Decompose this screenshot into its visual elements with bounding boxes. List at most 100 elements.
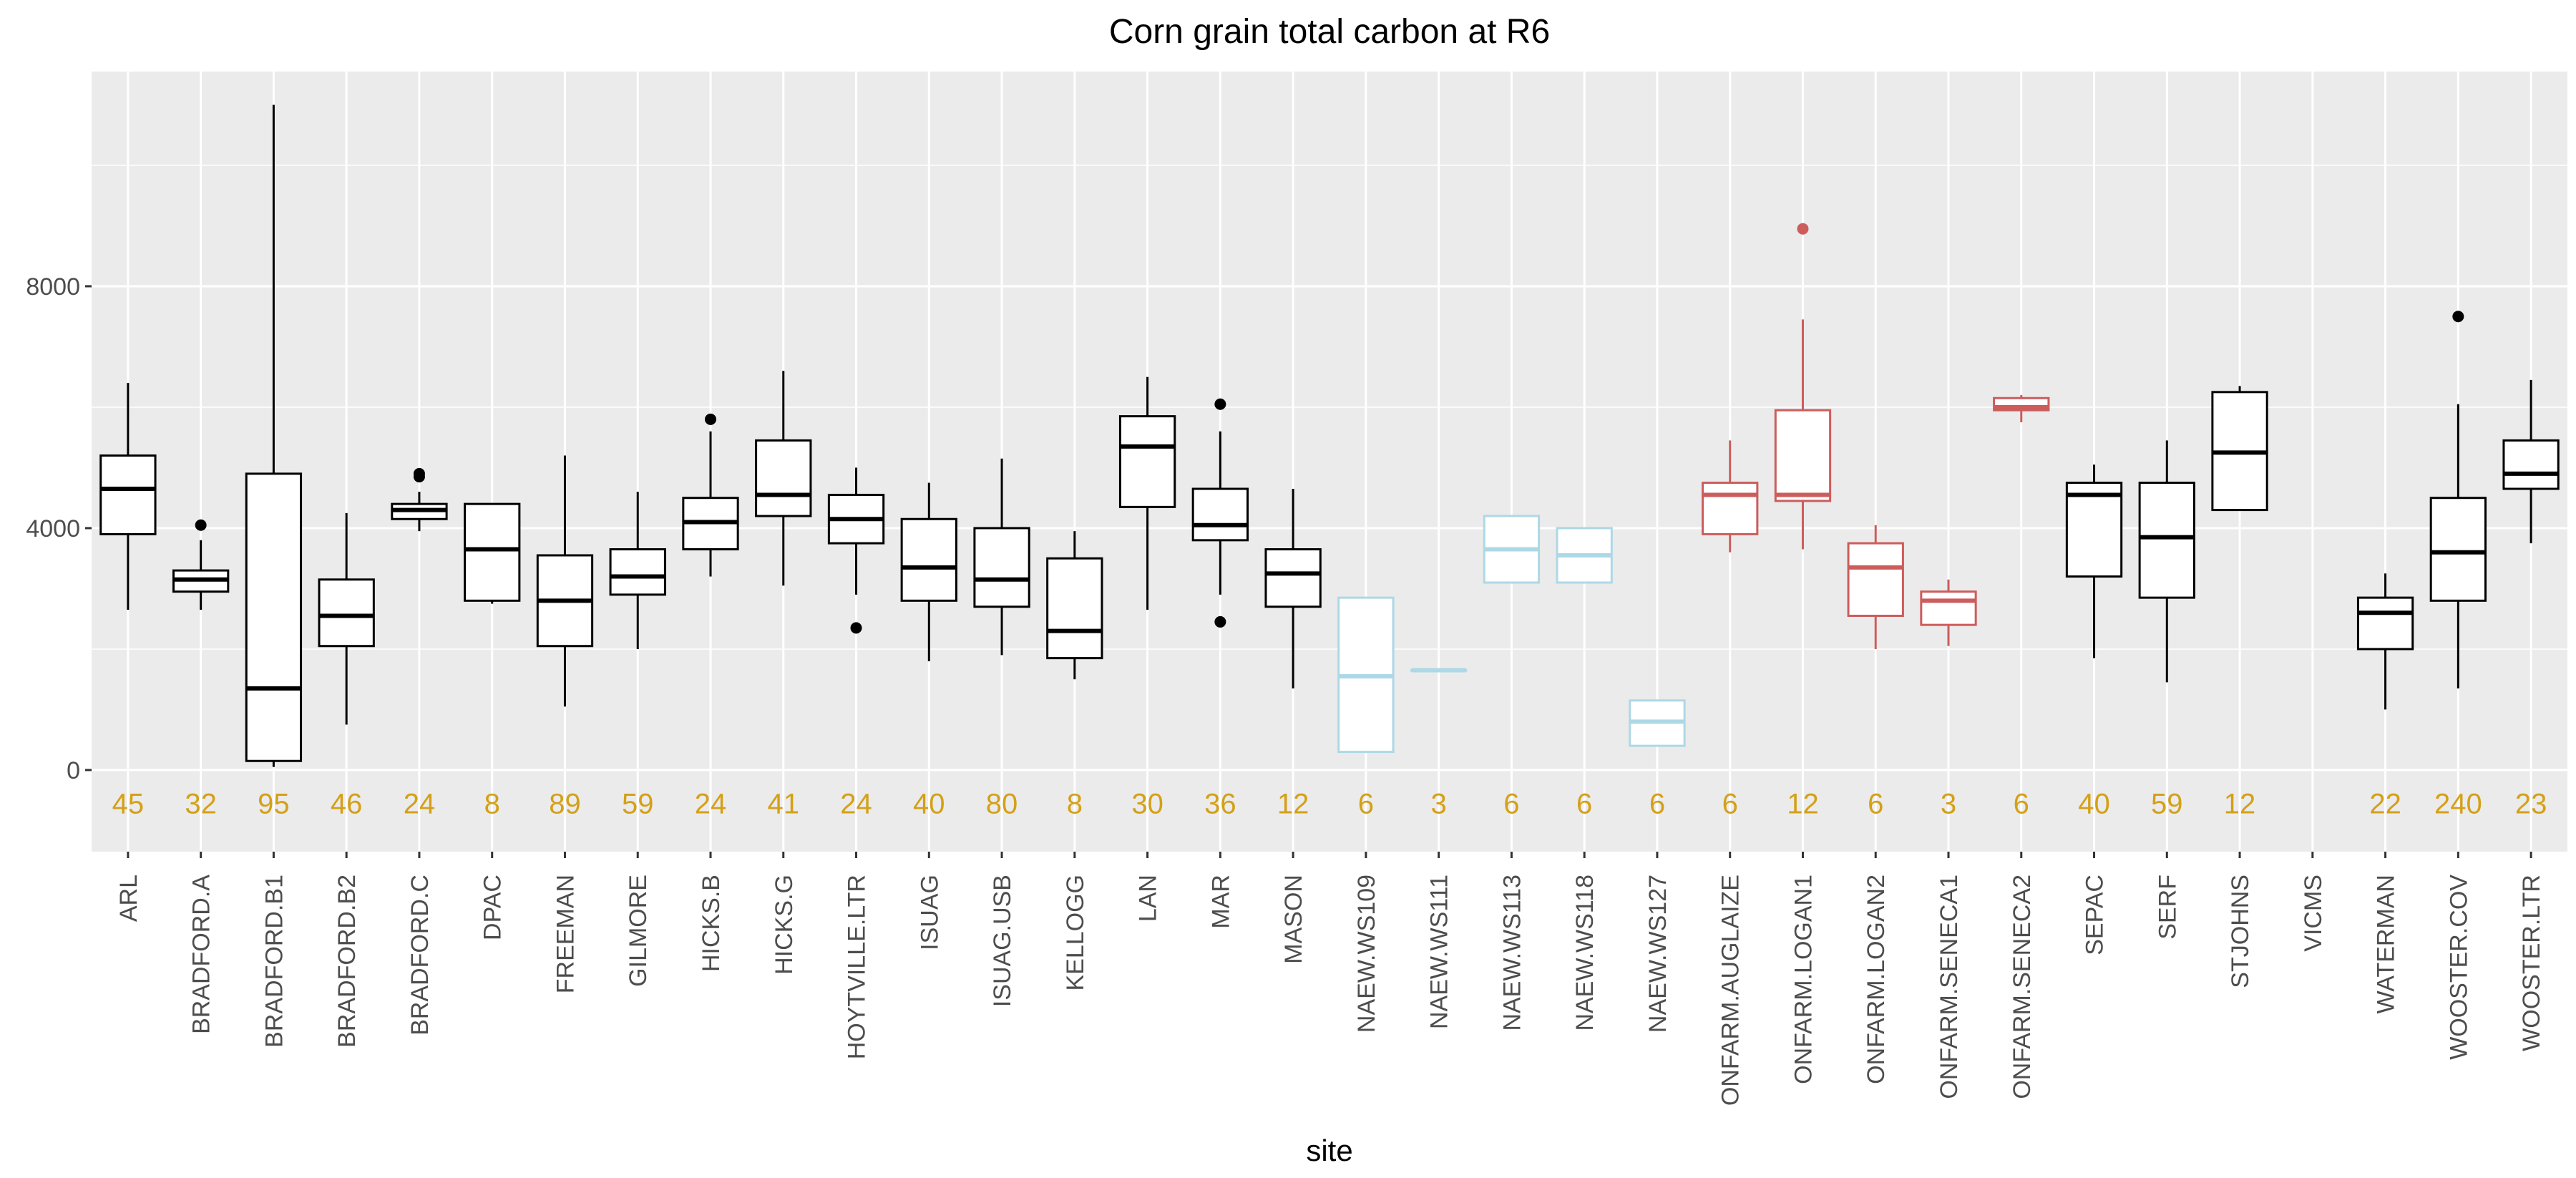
box-stjohns (2211, 386, 2268, 512)
outlier-point (705, 413, 716, 425)
box-naew-ws118 (1556, 527, 1613, 584)
x-tick-label: SEPAC (2082, 875, 2109, 955)
box-iqr (900, 517, 957, 602)
count-label: 6 (1722, 788, 1738, 819)
x-axis: ARL BRADFORD.A BRADFORD.B1 BRADFORD.B2 BRADF… (115, 852, 2545, 1106)
box-onfarm-logan2 (1847, 525, 1904, 649)
box-iqr (2502, 439, 2560, 490)
box-iqr (973, 527, 1030, 608)
box-iqr (2138, 482, 2195, 599)
x-tick-label: NAEW.WS109 (1353, 875, 1380, 1033)
box-iqr (609, 548, 666, 596)
x-tick-label: ONFARM.LOGAN1 (1790, 875, 1817, 1084)
x-tick-label: ONFARM.LOGAN2 (1863, 875, 1890, 1084)
x-tick-label: SERF (2154, 875, 2181, 940)
count-label: 6 (1358, 788, 1374, 819)
outlier-point (2452, 311, 2464, 323)
count-label: 89 (549, 788, 581, 819)
box-hicks-g (755, 371, 812, 586)
box-iqr (755, 439, 812, 517)
box-sepac (2065, 464, 2123, 658)
x-tick-label: ISUAG.USB (989, 875, 1016, 1007)
box-iqr (318, 578, 375, 648)
count-label: 6 (1868, 788, 1883, 819)
x-tick-label: BRADFORD.B1 (260, 875, 288, 1048)
x-tick-label: HOYTVILLE.LTR (844, 875, 871, 1059)
box-naew-ws113 (1483, 515, 1541, 584)
x-tick-label: BRADFORD.B2 (333, 875, 361, 1048)
box-wooster-ltr (2502, 379, 2560, 544)
count-label: 12 (2224, 788, 2256, 819)
count-label: 12 (1277, 788, 1309, 819)
count-label: 6 (1503, 788, 1519, 819)
box-wooster-cov (2429, 311, 2487, 688)
box-hicks-b (682, 413, 739, 577)
box-onfarm-auglaize (1702, 440, 1759, 553)
x-tick-label: ONFARM.AUGLAIZE (1717, 875, 1745, 1106)
box-bradford-c (391, 467, 448, 532)
outlier-point (850, 622, 862, 634)
count-label: 22 (2369, 788, 2401, 819)
count-label: 36 (1204, 788, 1236, 819)
box-mar (1191, 398, 1249, 628)
box-onfarm-seneca2 (1993, 395, 2050, 423)
count-label: 6 (1576, 788, 1592, 819)
count-label: 80 (986, 788, 1018, 819)
outlier-point (195, 519, 207, 531)
x-tick-label: VICMS (2300, 875, 2327, 952)
box-gilmore (609, 492, 666, 649)
x-tick-label: WOOSTER.LTR (2518, 875, 2545, 1051)
y-tick-label: 0 (67, 757, 80, 784)
x-tick-label: WATERMAN (2373, 875, 2400, 1014)
x-tick-label: ISUAG (916, 875, 943, 950)
count-label: 59 (2151, 788, 2183, 819)
box-isuag (900, 482, 957, 661)
count-label: 3 (1941, 788, 1956, 819)
y-tick-label: 8000 (26, 273, 80, 301)
box-iqr (1774, 409, 1832, 502)
x-tick-label: GILMORE (625, 875, 652, 987)
count-label: 23 (2515, 788, 2547, 819)
box-onfarm-logan1 (1774, 223, 1832, 550)
box-naew-ws109 (1337, 596, 1395, 754)
box-iqr (1118, 415, 1176, 508)
x-tick-label: KELLOGG (1062, 875, 1089, 991)
count-label: 40 (2078, 788, 2110, 819)
count-label: 6 (1649, 788, 1665, 819)
count-label: 24 (695, 788, 727, 819)
box-iqr (1847, 542, 1904, 617)
count-label: 24 (404, 788, 436, 819)
x-tick-label: ONFARM.SENECA2 (2009, 875, 2036, 1099)
x-axis-label: site (1306, 1134, 1352, 1167)
box-iqr (2429, 497, 2487, 602)
x-tick-label: NAEW.WS127 (1644, 875, 1672, 1033)
x-tick-label: BRADFORD.C (406, 875, 434, 1036)
box-bradford-b2 (318, 512, 375, 725)
box-iqr (1046, 557, 1103, 660)
x-tick-label: NAEW.WS118 (1571, 875, 1599, 1031)
box-dpac (464, 502, 521, 604)
x-tick-label: NAEW.WS113 (1498, 875, 1526, 1031)
box-isuag-usb (973, 458, 1030, 656)
count-label: 240 (2434, 788, 2482, 819)
box-onfarm-seneca1 (1920, 579, 1977, 646)
x-tick-label: NAEW.WS111 (1426, 875, 1453, 1029)
box-hoytville-ltr (827, 467, 885, 634)
count-label: 12 (1787, 788, 1819, 819)
outlier-point (1214, 615, 1226, 628)
y-tick-label: 4000 (26, 515, 80, 542)
count-label: 8 (484, 788, 500, 819)
counts-layer: 45 32 95 46 24 8 89 59 24 41 24 40 80 8 30 36 12 6 3 6 6 6 6 12… (112, 788, 2547, 819)
x-tick-label: DPAC (479, 875, 507, 940)
box-lan (1118, 376, 1176, 610)
x-tick-label: MASON (1280, 875, 1307, 964)
box-bradford-a (172, 519, 230, 610)
x-tick-label: LAN (1135, 875, 1162, 922)
box-serf (2138, 440, 2195, 683)
box-iqr (99, 454, 157, 535)
count-label: 95 (258, 788, 290, 819)
box-naew-ws127 (1629, 699, 1686, 747)
count-label: 6 (2014, 788, 2029, 819)
box-mason (1264, 489, 1322, 688)
